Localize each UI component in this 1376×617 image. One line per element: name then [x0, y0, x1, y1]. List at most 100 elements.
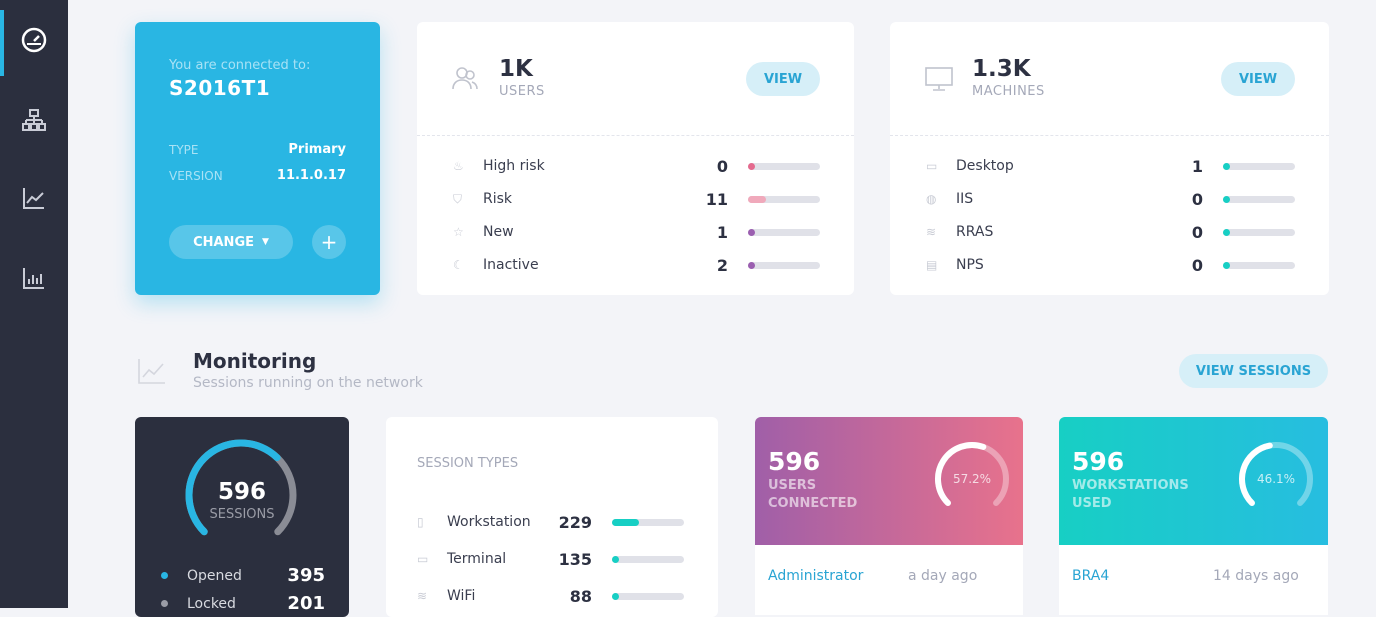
workstations-used-card: 596 WORKSTATIONS USED 46.1%: [1059, 417, 1328, 545]
users-connected-recent[interactable]: Administrator a day ago: [755, 545, 1023, 615]
users-connected-label: USERS CONNECTED: [768, 478, 858, 511]
list-item: ▯ Workstation 229: [417, 512, 684, 532]
sessions-total: 596: [217, 479, 266, 505]
server-name: S2016T1: [169, 76, 271, 100]
add-button[interactable]: +: [312, 225, 346, 259]
row-value: 229: [558, 512, 592, 532]
row-label: Desktop: [956, 158, 1014, 174]
recent-user-time: a day ago: [908, 568, 978, 584]
row-label: RRAS: [956, 224, 994, 240]
row-value: 0: [1191, 255, 1203, 275]
list-item: ♨ High risk 0: [453, 156, 820, 176]
legend-locked: Locked 201: [161, 593, 325, 614]
users-connected-card: 596 USERS CONNECTED 57.2%: [755, 417, 1023, 545]
server-icon: ▤: [926, 258, 938, 272]
wifi-icon: ≋: [417, 589, 428, 603]
users-icon: [452, 67, 478, 90]
change-label: CHANGE: [193, 234, 254, 250]
legend-opened: Opened 395: [161, 565, 325, 586]
opened-dot: [161, 572, 168, 579]
workstations-used-recent[interactable]: BRA4 14 days ago: [1059, 545, 1328, 615]
list-item: ◍ IIS 0: [926, 189, 1295, 209]
nav-sitemap[interactable]: [18, 104, 50, 136]
change-button[interactable]: CHANGE ▼: [169, 225, 293, 259]
opened-value: 395: [287, 565, 325, 586]
progress-fill: [612, 518, 640, 526]
row-value: 1: [1191, 156, 1203, 176]
workstation-icon: ▯: [417, 515, 424, 529]
connection-card: You are connected to: S2016T1 TYPE Prima…: [135, 22, 380, 295]
monitoring-icon: [138, 359, 165, 384]
progress-fill: [748, 195, 766, 203]
sessions-card: 596 SESSIONS Opened 395 Locked 201: [135, 417, 349, 617]
machines-label: MACHINES: [972, 84, 1045, 99]
recent-user-name[interactable]: Administrator: [768, 568, 864, 584]
row-value: 11: [705, 189, 728, 209]
progress-fill: [1223, 195, 1230, 203]
version-value: 11.1.0.17: [276, 168, 346, 183]
view-users-button[interactable]: VIEW: [746, 62, 820, 96]
list-item: ≋ RRAS 0: [926, 222, 1295, 242]
list-item: ☆ New 1: [453, 222, 820, 242]
row-label: NPS: [956, 257, 984, 273]
progress-fill: [1223, 261, 1230, 269]
users-count: 1K: [499, 56, 533, 82]
row-value: 0: [1191, 189, 1203, 209]
sleep-icon: ☾: [453, 258, 464, 272]
row-label: Workstation: [447, 514, 531, 530]
globe-icon: ◍: [926, 192, 937, 206]
progress-bar: [748, 162, 820, 170]
row-label: WiFi: [447, 588, 476, 604]
desktop-icon: ▭: [926, 159, 938, 173]
locked-dot: [161, 600, 168, 607]
session-types-title: SESSION TYPES: [417, 456, 519, 471]
progress-fill: [748, 162, 755, 170]
row-label: Inactive: [483, 257, 539, 273]
star-icon: ☆: [453, 225, 464, 239]
nav-dashboard[interactable]: [18, 24, 50, 56]
view-machines-button[interactable]: VIEW: [1221, 62, 1295, 96]
nav-line-chart[interactable]: [18, 182, 50, 214]
row-value: 1: [716, 222, 728, 242]
row-value: 88: [569, 586, 592, 606]
progress-bar: [612, 555, 684, 563]
dashboard-icon: [21, 27, 47, 53]
version-label: VERSION: [169, 169, 223, 183]
connected-label: You are connected to:: [169, 58, 311, 73]
list-item: ≋ WiFi 88: [417, 586, 684, 606]
terminal-icon: ▭: [417, 552, 429, 566]
progress-bar: [1223, 195, 1295, 203]
row-label: IIS: [956, 191, 974, 207]
sessions-gauge: [185, 439, 297, 536]
type-value: Primary: [288, 142, 346, 157]
progress-bar: [748, 228, 820, 236]
machines-card: 1.3K MACHINES VIEW ▭ Desktop 1 ◍ IIS 0 ≋ RRAS 0 ▤…: [890, 22, 1329, 295]
users-connected-gauge: [935, 442, 1009, 507]
view-sessions-button[interactable]: VIEW SESSIONS: [1179, 354, 1328, 388]
progress-bar: [748, 261, 820, 269]
users-connected-value: 596: [768, 447, 821, 476]
row-label: Terminal: [447, 551, 507, 567]
progress-bar: [1223, 261, 1295, 269]
opened-label: Opened: [187, 567, 242, 584]
list-item: ▭ Desktop 1: [926, 156, 1295, 176]
progress-bar: [748, 195, 820, 203]
progress-fill: [1223, 162, 1230, 170]
active-indicator: [0, 10, 4, 76]
users-label: USERS: [499, 84, 545, 99]
progress-fill: [612, 592, 619, 600]
list-item: ☾ Inactive 2: [453, 255, 820, 275]
progress-fill: [748, 261, 755, 269]
caret-down-icon: ▼: [262, 237, 269, 247]
list-item: ▭ Terminal 135: [417, 549, 684, 569]
shield-icon: ⛉: [453, 191, 463, 206]
locked-value: 201: [287, 593, 325, 614]
bar-chart-icon: [23, 268, 44, 289]
progress-bar: [1223, 228, 1295, 236]
recent-workstation-time: 14 days ago: [1213, 568, 1299, 584]
nav-bar-chart[interactable]: [18, 262, 50, 294]
machines-count: 1.3K: [972, 56, 1031, 82]
locked-label: Locked: [187, 595, 236, 612]
plus-icon: +: [320, 230, 338, 254]
recent-workstation-name[interactable]: BRA4: [1072, 568, 1110, 584]
